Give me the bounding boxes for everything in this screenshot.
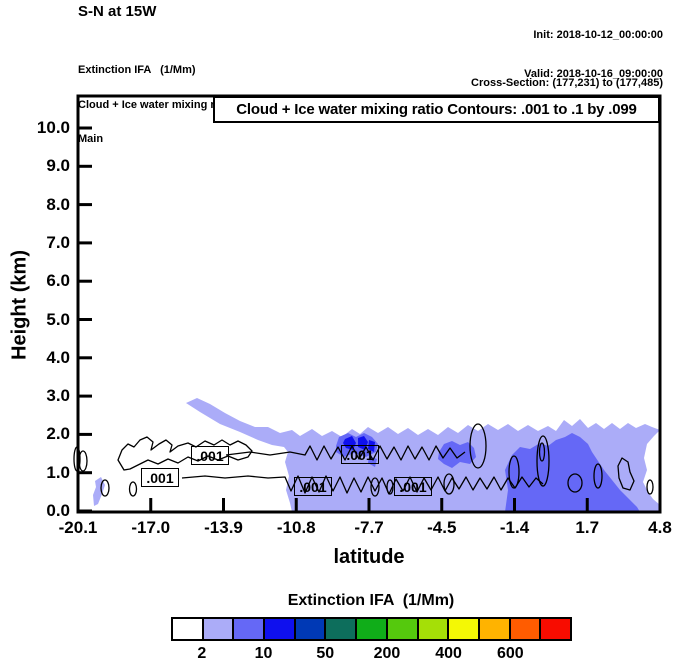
y-tick-label: 0.0 <box>46 501 70 520</box>
y-tick-label: 6.0 <box>46 271 70 291</box>
colorbar-tick-label: 50 <box>316 645 335 662</box>
colorbar-tick-label: 2 <box>197 645 207 662</box>
colorbar-tick-label: 200 <box>373 645 401 662</box>
colorbar-cell <box>539 619 570 639</box>
init-timestamp: Init: 2018-10-12_00:00:00 <box>533 29 663 41</box>
y-tick-label: 10.0 <box>36 118 70 137</box>
y-tick-label: 1.0 <box>46 462 70 482</box>
x-tick-label: -13.9 <box>204 518 243 537</box>
cloud-contour-loop <box>469 423 487 469</box>
colorbar-cell <box>324 619 356 639</box>
y-tick-label: 9.0 <box>46 156 70 176</box>
cloud-contour-loop <box>386 479 394 495</box>
cloud-contour-loop <box>567 473 583 493</box>
colorbar-cell <box>263 619 294 639</box>
x-tick-label: -17.0 <box>131 518 171 537</box>
cloud-contour-mid-lower <box>181 475 544 495</box>
colorbar-cell <box>201 619 233 639</box>
cloud-contour-loop <box>593 463 603 489</box>
contour-value-label: .001 <box>341 445 379 464</box>
cloud-contour-left-chain <box>117 436 253 471</box>
cloud-contour-loop <box>443 473 455 495</box>
colorbar-cell <box>508 619 540 639</box>
colorbar-cell <box>416 619 448 639</box>
cloud-contour-loop <box>100 479 110 497</box>
shade-50-200-cell-3 <box>368 440 375 452</box>
y-tick-label: 3.0 <box>46 386 70 406</box>
cloud-contour-loop <box>536 435 550 487</box>
shade-50-200-cell-2 <box>358 436 368 450</box>
contour-value-label: .001 <box>294 477 332 496</box>
field-name-extinction: Extinction IFA (1/Mm) <box>78 64 196 76</box>
colorbar-cell <box>477 619 509 639</box>
x-tick-label: 4.8 <box>648 518 672 537</box>
x-tick-label: -7.7 <box>354 518 384 537</box>
colorbar-tick-label: 600 <box>496 645 524 662</box>
colorbar-cell <box>385 619 417 639</box>
cloud-contour-loop <box>370 477 380 497</box>
contour-value-label: .001 <box>141 468 179 487</box>
contour-value-label: .001 <box>191 446 229 465</box>
cloud-contour-loop <box>508 455 520 489</box>
x-tick-label: -1.4 <box>499 518 530 537</box>
cloud-contour-loop <box>128 481 138 497</box>
cloud-contour-loop <box>646 479 654 495</box>
contour-info-box: Cloud + Ice water mixing ratio Contours:… <box>213 96 660 123</box>
x-axis-title: latitude <box>333 546 405 568</box>
cloud-contour-right-blob <box>617 457 635 491</box>
colorbar-cell <box>293 619 325 639</box>
colorbar-tick-label: 400 <box>435 645 462 662</box>
shade-10-50-cell-d <box>368 456 377 467</box>
plot-main-title: S-N at 15W <box>78 3 157 20</box>
x-tick-label: -10.8 <box>276 518 316 537</box>
shade-10-50-cell-b <box>438 441 476 468</box>
shade-10-50-cell-c <box>505 433 640 512</box>
colorbar-cell <box>173 619 202 639</box>
domain-name: Main <box>78 133 104 145</box>
y-axis-title: Height (km) <box>8 250 31 360</box>
y-tick-label: 5.0 <box>46 309 70 329</box>
x-tick-label: 1.7 <box>575 518 600 537</box>
cloud-contour-loop <box>538 442 546 462</box>
colorbar-cell <box>355 619 386 639</box>
x-tick-label: -20.1 <box>58 518 98 537</box>
colorbar-title: Extinction IFA (1/Mm) <box>287 592 455 609</box>
cross-section-info: Cross-Section: (177,231) to (177,485) <box>471 77 663 89</box>
y-tick-label: 4.0 <box>46 347 70 367</box>
cloud-contour-mid-upper <box>225 445 466 461</box>
timestamp-block: Init: 2018-10-12_00:00:00 Valid: 2018-10… <box>524 3 663 107</box>
y-tick-label: 7.0 <box>46 232 70 252</box>
valid-timestamp: Valid: 2018-10-16_09:00:00 <box>524 68 663 80</box>
x-tick-label: -4.5 <box>427 518 457 537</box>
y-tick-label: 2.0 <box>46 424 70 444</box>
colorbar-cell <box>447 619 478 639</box>
colorbar <box>171 617 572 641</box>
colorbar-cell <box>232 619 264 639</box>
y-tick-label: 8.0 <box>46 194 70 214</box>
contour-value-label: .001 <box>394 477 432 496</box>
contour-info-text: Cloud + Ice water mixing ratio Contours:… <box>236 101 637 118</box>
colorbar-tick-label: 10 <box>254 645 273 662</box>
